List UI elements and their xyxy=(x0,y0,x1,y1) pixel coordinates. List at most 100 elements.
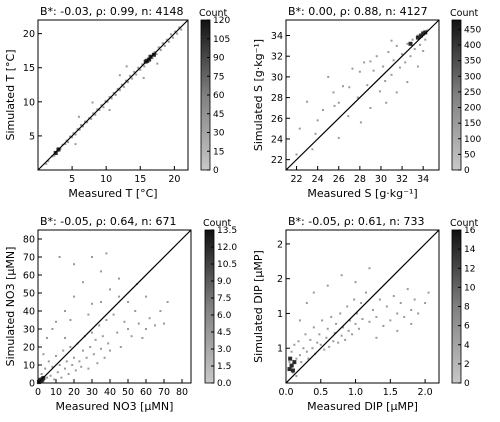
data-point xyxy=(56,371,59,374)
data-point xyxy=(72,132,75,135)
data-point xyxy=(120,83,123,86)
data-point xyxy=(59,147,62,150)
data-point xyxy=(76,128,79,131)
data-point xyxy=(163,44,166,47)
data-point xyxy=(410,322,413,325)
data-point xyxy=(298,354,301,357)
data-point xyxy=(344,338,347,341)
data-point xyxy=(118,277,120,280)
data-point xyxy=(375,336,378,339)
y-tick-label: 50 xyxy=(23,289,35,300)
x-tick-label: 40 xyxy=(104,387,116,398)
data-point xyxy=(321,109,324,111)
data-point xyxy=(145,328,147,330)
data-point xyxy=(108,109,111,111)
colorbar-tick-label: 400 xyxy=(464,41,481,51)
colorbar-tick-label: 300 xyxy=(464,72,481,82)
dense-point xyxy=(419,33,424,38)
data-point xyxy=(82,349,84,352)
colorbar-tick-label: 105 xyxy=(213,35,230,45)
data-point xyxy=(353,298,356,301)
data-point xyxy=(91,256,93,258)
data-point xyxy=(351,67,354,70)
y-axis-label: Simulated DIP [μMP] xyxy=(252,250,265,363)
data-point xyxy=(130,335,133,338)
data-point xyxy=(47,360,50,363)
data-point xyxy=(82,125,84,128)
dense-point xyxy=(288,356,293,361)
data-point xyxy=(78,360,81,363)
data-point xyxy=(356,96,359,99)
y-tick-label: 24 xyxy=(271,134,283,145)
data-point xyxy=(316,119,319,122)
data-point xyxy=(127,301,129,303)
data-point xyxy=(332,91,335,94)
data-point xyxy=(91,331,93,334)
colorbar-tick-label: 250 xyxy=(464,88,481,98)
dense-point xyxy=(290,368,295,373)
data-point xyxy=(92,353,95,356)
data-point xyxy=(122,85,125,88)
data-point xyxy=(309,338,312,341)
data-point xyxy=(347,115,350,118)
data-point xyxy=(100,270,102,273)
data-point xyxy=(369,60,372,63)
data-point xyxy=(106,100,109,103)
y-tick-label: 26 xyxy=(271,114,283,125)
data-point xyxy=(109,349,111,352)
data-point xyxy=(148,317,151,320)
x-tick-label: 2.0 xyxy=(418,387,433,398)
data-point xyxy=(125,65,128,68)
data-point xyxy=(409,55,412,58)
data-point xyxy=(354,281,357,284)
data-point xyxy=(341,85,344,88)
data-point xyxy=(77,115,80,118)
data-point xyxy=(176,32,179,35)
data-point xyxy=(326,327,329,330)
data-point xyxy=(406,81,409,84)
data-point xyxy=(156,62,159,65)
data-point xyxy=(358,327,361,330)
data-point xyxy=(297,340,300,343)
data-point xyxy=(86,121,89,124)
data-point xyxy=(305,350,308,353)
data-point xyxy=(60,376,63,379)
data-point xyxy=(49,374,52,377)
data-point xyxy=(300,361,303,364)
data-point xyxy=(406,42,409,45)
data-point xyxy=(422,50,425,53)
data-point xyxy=(154,324,156,327)
colorbar-tick-label: 13.5 xyxy=(217,226,237,236)
data-point xyxy=(131,77,134,80)
data-point xyxy=(403,315,406,318)
data-point xyxy=(100,347,102,350)
data-points xyxy=(295,29,429,156)
identity-line xyxy=(285,19,440,171)
data-point xyxy=(178,26,181,29)
data-point xyxy=(118,295,120,298)
colorbar xyxy=(204,229,215,384)
data-point xyxy=(46,337,48,339)
data-point xyxy=(123,320,126,323)
data-point xyxy=(424,302,427,305)
data-point xyxy=(406,288,409,291)
data-point xyxy=(110,97,113,100)
colorbar-tick-label: 0 xyxy=(464,166,470,176)
data-point xyxy=(427,291,430,294)
data-point xyxy=(145,295,147,298)
data-point xyxy=(360,302,363,305)
data-point xyxy=(321,319,324,322)
data-point xyxy=(47,160,50,163)
colorbar-tick-label: 14 xyxy=(464,245,476,255)
colorbar-tick-label: 16 xyxy=(464,226,476,236)
scatter-panel-3: 0 10 20 30 40 50 60 70 8001020304050607080Measur… xyxy=(4,215,237,413)
data-point xyxy=(141,63,144,66)
data-point xyxy=(311,148,314,151)
data-point xyxy=(96,108,99,111)
colorbar-title: Count xyxy=(199,8,227,19)
data-point xyxy=(348,86,351,89)
data-point xyxy=(312,326,315,329)
colorbar-tick-label: 0.0 xyxy=(217,379,232,389)
